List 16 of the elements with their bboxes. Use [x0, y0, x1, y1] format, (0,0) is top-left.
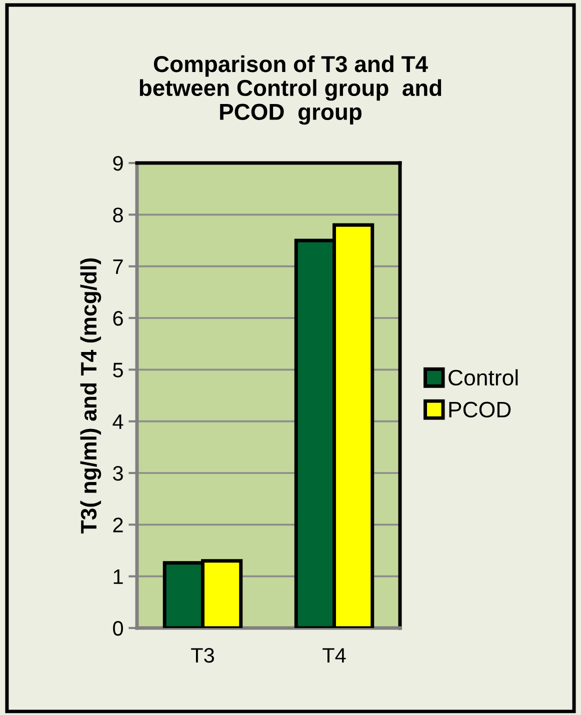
y-tick-label: 0: [113, 621, 123, 636]
y-axis-title: T3( ng/ml) and T4 (mcg/dl): [80, 258, 102, 534]
legend-label: PCOD: [449, 402, 511, 418]
chart-title: Comparison of T3 and T4 between Control group and PCOD group: [140, 55, 442, 125]
y-tick-label: 1: [114, 570, 123, 584]
y-tick-label: 9: [113, 156, 123, 171]
legend-label: Control: [448, 369, 518, 386]
y-tick-label: 4: [112, 414, 124, 429]
y-tick-label: 3: [113, 466, 123, 481]
y-tick-label: 6: [113, 311, 123, 326]
y-tick-label: 8: [113, 208, 123, 222]
x-tick-label: T3: [191, 648, 214, 663]
y-tick-label: 2: [113, 518, 123, 532]
y-tick-label: 5: [113, 362, 123, 378]
y-tick-label: 7: [113, 260, 123, 274]
x-tick-label: T4: [322, 648, 346, 663]
